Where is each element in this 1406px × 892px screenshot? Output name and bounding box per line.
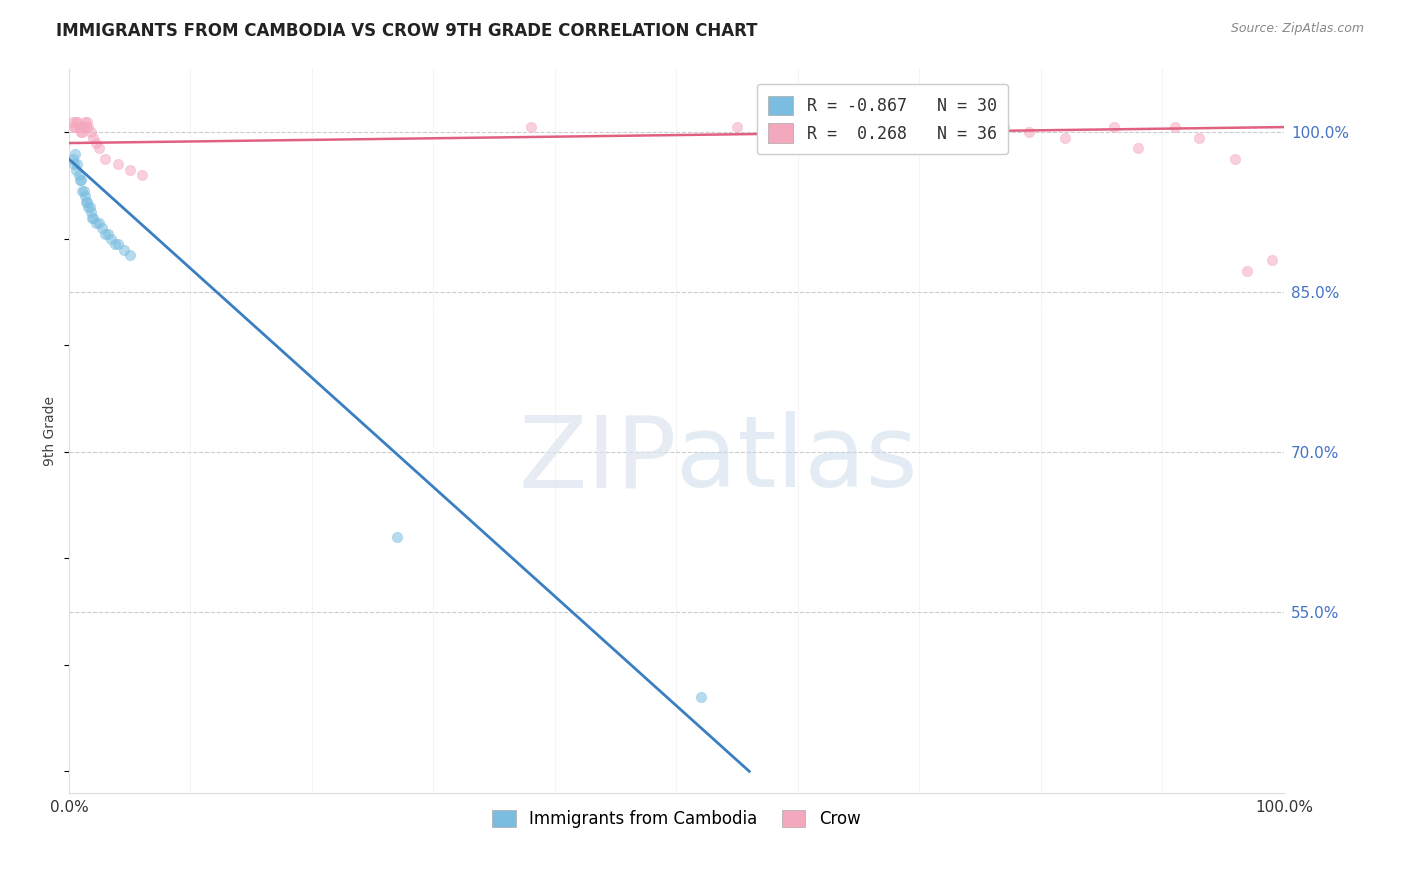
Text: Source: ZipAtlas.com: Source: ZipAtlas.com	[1230, 22, 1364, 36]
Point	[1188, 130, 1211, 145]
Point	[72, 184, 94, 198]
Point	[66, 115, 89, 129]
Point	[84, 136, 107, 150]
Point	[80, 125, 103, 139]
Point	[82, 211, 104, 225]
Point	[62, 120, 84, 134]
Point	[75, 194, 97, 209]
Point	[84, 216, 107, 230]
Point	[82, 130, 104, 145]
Point	[725, 120, 748, 134]
Point	[89, 216, 111, 230]
Point	[77, 120, 100, 134]
Point	[1163, 120, 1185, 134]
Point	[77, 200, 100, 214]
Point	[67, 120, 90, 134]
Point	[118, 248, 141, 262]
Point	[107, 237, 129, 252]
Point	[107, 157, 129, 171]
Point	[62, 157, 84, 171]
Point	[689, 690, 711, 704]
Point	[63, 120, 86, 134]
Point	[1260, 253, 1282, 268]
Point	[1236, 264, 1258, 278]
Point	[62, 115, 84, 129]
Text: ZIP: ZIP	[517, 411, 676, 508]
Point	[94, 152, 117, 166]
Point	[73, 115, 96, 129]
Point	[76, 115, 98, 129]
Point	[131, 168, 153, 182]
Point	[73, 189, 96, 203]
Y-axis label: 9th Grade: 9th Grade	[44, 395, 58, 466]
Point	[823, 120, 845, 134]
Text: atlas: atlas	[676, 411, 918, 508]
Point	[1054, 130, 1077, 145]
Point	[993, 120, 1015, 134]
Text: IMMIGRANTS FROM CAMBODIA VS CROW 9TH GRADE CORRELATION CHART: IMMIGRANTS FROM CAMBODIA VS CROW 9TH GRA…	[56, 22, 758, 40]
Point	[80, 211, 103, 225]
Point	[75, 120, 97, 134]
Point	[90, 221, 112, 235]
Legend: Immigrants from Cambodia, Crow: Immigrants from Cambodia, Crow	[485, 804, 868, 835]
Point	[100, 232, 122, 246]
Point	[932, 125, 955, 139]
Point	[72, 125, 94, 139]
Point	[385, 530, 408, 544]
Point	[1102, 120, 1125, 134]
Point	[69, 173, 91, 187]
Point	[97, 227, 120, 241]
Point	[118, 162, 141, 177]
Point	[72, 184, 94, 198]
Point	[76, 194, 98, 209]
Point	[79, 200, 101, 214]
Point	[65, 162, 87, 177]
Point	[70, 173, 93, 187]
Point	[112, 243, 135, 257]
Point	[63, 146, 86, 161]
Point	[65, 115, 87, 129]
Point	[69, 120, 91, 134]
Point	[67, 168, 90, 182]
Point	[1018, 125, 1040, 139]
Point	[94, 227, 117, 241]
Point	[62, 152, 84, 166]
Point	[1126, 141, 1149, 155]
Point	[72, 120, 94, 134]
Point	[519, 120, 541, 134]
Point	[70, 125, 93, 139]
Point	[66, 157, 89, 171]
Point	[1225, 152, 1247, 166]
Point	[89, 141, 111, 155]
Point	[80, 205, 103, 219]
Point	[104, 237, 127, 252]
